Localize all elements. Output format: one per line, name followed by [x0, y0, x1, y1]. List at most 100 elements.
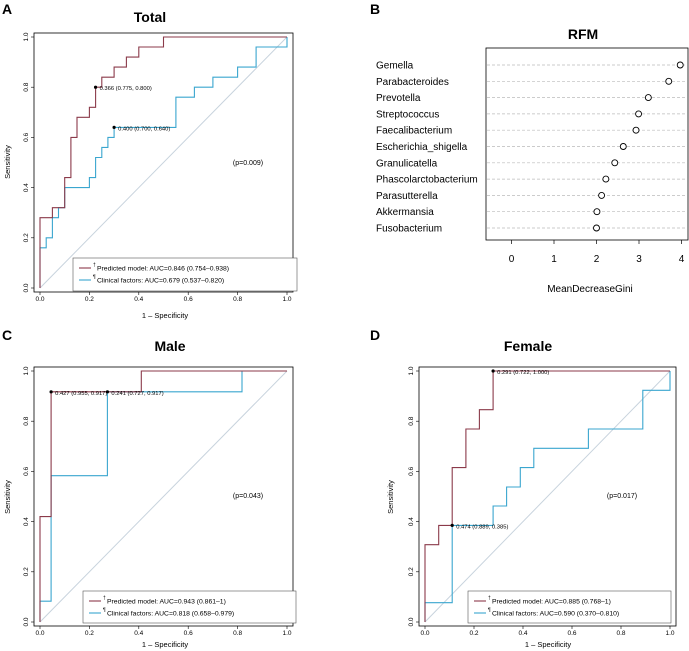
x-tick-label: 1 [551, 254, 557, 265]
x-axis-label: 1 – Specificity [142, 640, 189, 649]
x-tick-label: 4 [679, 254, 685, 265]
feature-label: Prevotella [376, 93, 421, 104]
feature-label: Streptococcus [376, 109, 439, 120]
importance-point [665, 77, 673, 85]
feature-label: Fusobacterium [376, 224, 442, 235]
legend-mark: ¶ [103, 608, 106, 614]
legend-entry: Clinical factors: AUC=0.818 (0.658–0.979… [107, 611, 234, 618]
y-tick-label: 0.4 [408, 517, 415, 526]
plot-frame [33, 366, 294, 627]
plot-frame [33, 32, 294, 293]
panel-letter-d: D [370, 327, 380, 343]
y-tick-label: 0.2 [23, 233, 30, 242]
x-axis-label: 1 – Specificity [525, 640, 572, 649]
chart-title: Female [504, 338, 552, 354]
y-tick-label: 0.6 [23, 467, 30, 476]
x-tick-label: 0.2 [469, 630, 478, 637]
x-tick-label: 0.6 [184, 630, 193, 637]
x-tick-label: 3 [636, 254, 642, 265]
cutoff-point-predicted [93, 85, 98, 89]
cutoff-point-predicted [49, 390, 53, 394]
chart-title: Total [134, 9, 166, 25]
y-tick-label: 1.0 [23, 366, 30, 375]
rfm-panel: RFM Gemella Parabacteroides Prevotella Strep… [376, 26, 689, 295]
reference-diagonal [39, 36, 288, 289]
feature-label: Parasutterella [376, 191, 438, 202]
cutoff-label-clinical: 0.400 (0.700, 0.640) [118, 126, 170, 132]
importance-point [619, 143, 627, 150]
plot-frame [485, 47, 689, 241]
x-tick-label: 0.4 [134, 296, 143, 303]
legend-box [467, 590, 672, 624]
x-tick-label: 0.6 [184, 296, 193, 303]
y-tick-label: 0.8 [23, 416, 30, 425]
cutoff-point-clinical [450, 523, 454, 527]
plot-frame [418, 366, 677, 627]
y-tick-label: 0.4 [23, 183, 30, 192]
cutoff-point-predicted [491, 369, 495, 373]
importance-point [593, 224, 600, 232]
x-tick-label: 0.2 [85, 630, 94, 637]
cutoff-point-clinical [112, 125, 116, 129]
legend-mark: † [488, 596, 491, 602]
y-axis-label: Sensitivity [3, 480, 12, 514]
importance-point [676, 61, 684, 69]
legend-entry: Predicted model: AUC=0.885 (0.768–1) [492, 599, 611, 606]
y-tick-label: 0.0 [23, 617, 30, 626]
x-tick-label: 0.0 [420, 630, 429, 637]
x-tick-label: 0.8 [233, 630, 242, 637]
roc-panel-female: Female 0.0 0.2 0.4 0.6 0.8 1.0 0.0 0.2 0.4 0.6 0.8 1… [386, 338, 677, 649]
x-axis-label: 1 – Specificity [142, 311, 189, 320]
chart-title: RFM [568, 26, 598, 42]
importance-point [632, 126, 640, 134]
y-tick-label: 0.0 [408, 617, 415, 626]
legend-entry: Clinical factors: AUC=0.679 (0.537–0.820… [97, 278, 224, 285]
chart-title: Male [154, 338, 185, 354]
panel-letter-a: A [2, 1, 12, 17]
cutoff-label-clinical: 0.241 (0.727, 0.917) [111, 391, 163, 397]
x-tick-label: 1.0 [282, 296, 291, 303]
panel-letter-b: B [370, 1, 380, 17]
feature-label: Escherichia_shigella [376, 142, 468, 153]
importance-point [598, 191, 606, 199]
legend-box [72, 257, 298, 292]
x-tick-label: 0.0 [35, 296, 44, 303]
x-tick-label: 0.8 [616, 630, 625, 637]
roc-panel-male: Male 0.0 0.2 0.4 0.6 0.8 1.0 0.0 0.2 0.4 0.6 0.8 1.0… [3, 338, 297, 649]
x-tick-label: 2 [594, 254, 600, 265]
importance-point [635, 110, 643, 118]
y-tick-label: 0.4 [23, 517, 30, 526]
x-tick-label: 1.0 [282, 630, 291, 637]
y-tick-label: 0.6 [408, 467, 415, 476]
legend-entry: Predicted model: AUC=0.846 (0.754–0.938) [97, 266, 229, 273]
x-tick-label: 0.8 [233, 296, 242, 303]
feature-label: Faecalibacterium [376, 126, 452, 137]
feature-label: Akkermansia [376, 207, 434, 218]
y-axis-label: Sensitivity [3, 145, 12, 179]
importance-point [602, 175, 610, 183]
x-axis-label: MeanDecreaseGini [547, 284, 633, 295]
roc-curve-clinical [39, 370, 287, 622]
reference-diagonal [424, 370, 671, 623]
feature-label: Gemella [376, 61, 414, 72]
p-value: (p=0.043) [233, 493, 263, 500]
y-tick-label: 0.0 [23, 283, 30, 292]
y-tick-label: 1.0 [23, 32, 30, 41]
legend-mark: ¶ [488, 608, 491, 614]
y-tick-label: 1.0 [408, 366, 415, 375]
y-axis-label: Sensitivity [386, 480, 395, 514]
y-tick-label: 0.6 [23, 133, 30, 142]
legend-entry: Clinical factors: AUC=0.590 (0.370–0.810… [492, 611, 619, 618]
importance-point [611, 159, 619, 167]
feature-label: Phascolarctobacterium [376, 175, 478, 186]
p-value: (p=0.017) [607, 493, 637, 500]
legend-mark: ¶ [93, 275, 96, 281]
cutoff-point-clinical [105, 390, 110, 394]
legend-entry: Predicted model: AUC=0.943 (0.861–1) [107, 599, 226, 606]
roc-curve-predicted [39, 36, 287, 288]
roc-curve-clinical [39, 37, 288, 288]
legend-box [82, 590, 297, 624]
x-tick-label: 0.2 [85, 296, 94, 303]
roc-panel-total: Total 0.0 0.2 0.4 0.6 0.8 1.0 0.0 0.2 0.4 0.6 0.8 1.… [3, 9, 298, 320]
